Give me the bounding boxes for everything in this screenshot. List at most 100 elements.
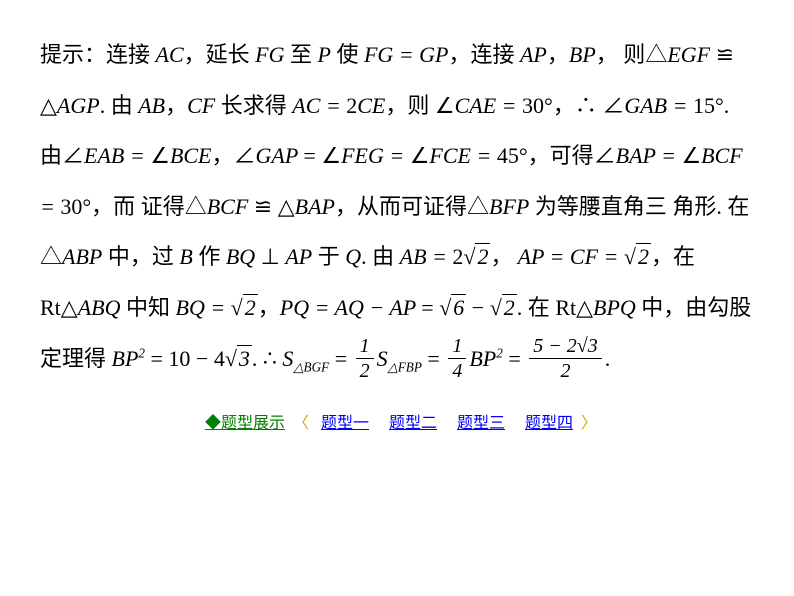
t: ，连接 [448,42,520,67]
t: ， [258,295,280,320]
ang-name: FCE = [429,143,496,168]
t: ，而 [91,194,135,219]
eq: BQ = [176,295,231,320]
minus: − [466,295,489,320]
area: S [377,346,388,371]
tri-name: BPQ [593,295,636,320]
nav-type-2[interactable]: 题型二 [389,415,437,432]
sqrt: 6 [439,283,466,334]
eq: AP = CF = [518,244,624,269]
ang-name: FEG = [341,143,410,168]
sq: 2 [138,345,145,360]
t: 证得 [141,194,185,219]
sq: 2 [496,345,503,360]
t: ，可得 [528,143,594,168]
sub: △BGF [293,359,329,374]
t: . 在 [517,295,556,320]
t: ，∴ [553,93,603,118]
congruent-symbol: ≌ [248,194,277,219]
t: 提示：连接 [40,42,156,67]
t: ，在 [651,244,695,269]
var: BP [469,346,496,371]
tri-name: EGF [667,42,710,67]
t: ， [212,143,234,168]
eq: = [503,346,526,371]
t: 为等腰直角三 [529,194,667,219]
triangle-symbol: △ [40,244,62,269]
triangle-symbol: △ [40,93,57,118]
fraction: 12 [356,336,374,381]
nav-type-1[interactable]: 题型一 [321,415,369,432]
t: 中，过 [102,244,179,269]
triangle-symbol: △ [278,194,295,219]
t: . 由 [100,93,139,118]
t: 作 [193,244,226,269]
tri-name: BCF [207,194,249,219]
seg: BQ [226,244,255,269]
open-paren: 〈 [293,415,309,432]
ang-name: GAB = [624,93,693,118]
seg: CF [187,93,215,118]
triangle-symbol: △ [576,295,593,320]
t: 则 [623,42,645,67]
t: ， [490,244,512,269]
sqrt: 3 [225,334,252,385]
triangle-symbol: △ [467,194,489,219]
t: 至 [284,42,317,67]
ang-name: EAB = [84,143,150,168]
angle-symbol: ∠ [62,143,84,168]
angle-symbol: ∠ [602,93,624,118]
num: 2 [346,93,357,118]
congruent-symbol: ≌ [710,42,734,67]
pt: P [318,42,331,67]
eq: AB = [400,244,453,269]
perp-symbol: ⊥ [255,244,285,269]
nav-type-4[interactable]: 题型四 [525,415,573,432]
footer-nav: ◆题型展示〈 题型一 题型二 题型三 题型四〉 [0,409,794,433]
seg: BP [569,42,596,67]
sqrt: 2 [624,232,651,283]
var: BP [112,346,139,371]
angle-symbol: ∠ [681,143,701,168]
triangle-symbol: △ [645,42,667,67]
rt: Rt [40,295,61,320]
nav-lead[interactable]: ◆题型展示 [205,415,285,432]
solution-text: 提示：连接 AC，延长 FG 至 P 使 FG = GP，连接 AP，BP， 则… [0,0,794,384]
t: . ∴ [252,346,283,371]
angle-symbol: ∠ [435,93,455,118]
deg: 30° [522,93,553,118]
eq: = [421,295,439,320]
t: ，延长 [184,42,256,67]
fraction: 14 [448,336,466,381]
period: . [605,346,611,371]
eq: = 10 − [145,346,214,371]
seg: AC [156,42,184,67]
nav-type-3[interactable]: 题型三 [457,415,505,432]
seg: FG [255,42,284,67]
sqrt: 2 [231,283,258,334]
eq: AC = [292,93,346,118]
eq: = [422,346,445,371]
t: 于 [312,244,345,269]
deg: 15° [693,93,724,118]
eq: = [329,346,352,371]
t: 使 [331,42,364,67]
pt: Q [345,244,361,269]
seg: AP [520,42,547,67]
angle-symbol: ∠ [410,143,430,168]
t: ， [547,42,569,67]
triangle-symbol: △ [61,295,78,320]
sqrt: 2 [490,283,517,334]
t: 角形. 在 [672,194,749,219]
num: 4 [214,346,225,371]
rt: Rt [555,295,576,320]
t: . 由 [361,244,400,269]
close-paren: 〉 [581,415,597,432]
num: 2 [452,244,463,269]
angle-symbol: ∠ [321,143,341,168]
seg: AB [138,93,165,118]
ang-name: BCE [170,143,212,168]
t: 中知 [120,295,175,320]
eq: FG = GP [364,42,449,67]
deg: 30° [60,194,91,219]
